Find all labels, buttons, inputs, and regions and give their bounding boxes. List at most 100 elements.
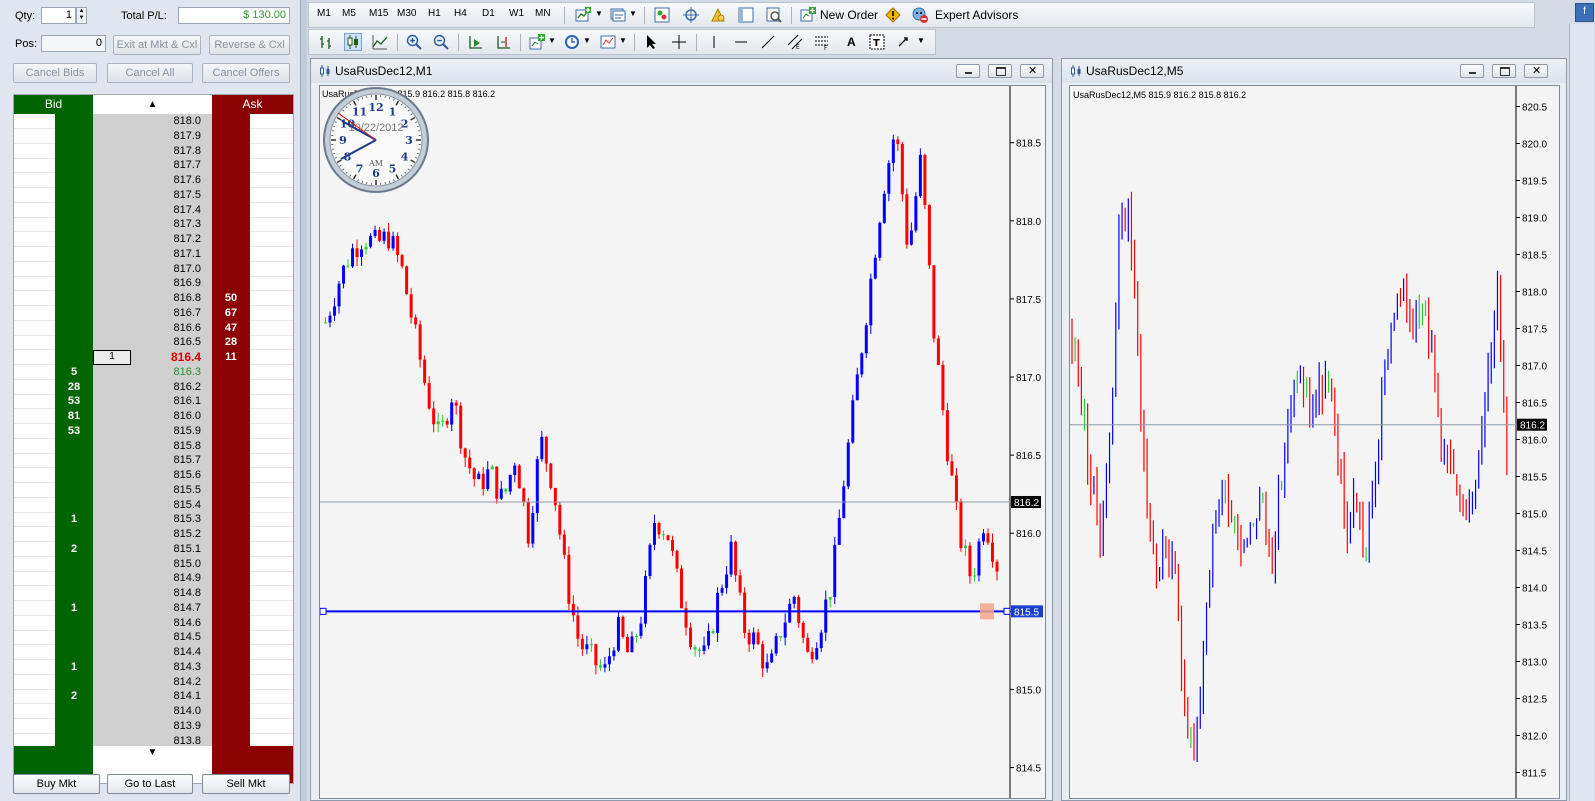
periods-icon[interactable] (564, 34, 580, 50)
ladder-row[interactable]: 814.9 (14, 571, 293, 587)
ask-size-cell[interactable] (212, 571, 250, 587)
warning-icon[interactable] (885, 7, 901, 23)
periods-dropdown-icon[interactable]: ▼ (583, 36, 591, 45)
profiles-dropdown-icon[interactable]: ▼ (629, 9, 637, 18)
bid-size-cell[interactable] (55, 202, 93, 218)
ask-size-cell[interactable] (212, 114, 250, 129)
indicators-dropdown-icon[interactable]: ▼ (548, 36, 556, 45)
ladder-row[interactable]: 816.5 28 (14, 335, 293, 351)
data-window-icon[interactable] (683, 7, 699, 23)
zoom-in-icon[interactable] (406, 34, 422, 50)
panel-splitter[interactable] (300, 0, 307, 801)
timeframe-h1[interactable]: H1 (428, 8, 441, 19)
candlestick-chart-icon[interactable] (344, 33, 362, 51)
ask-size-cell[interactable] (212, 438, 250, 454)
line-chart-icon[interactable] (372, 34, 388, 50)
ask-size-cell[interactable] (212, 128, 250, 144)
reverse-button[interactable]: Reverse & Cxl (209, 35, 290, 55)
indicators-icon[interactable] (529, 34, 545, 50)
ladder-row[interactable]: 817.2 (14, 232, 293, 247)
bid-size-cell[interactable] (55, 173, 93, 188)
qty-input[interactable]: 1 (41, 7, 76, 24)
ladder-row[interactable]: 1 814.3 (14, 659, 293, 675)
crosshair-icon[interactable] (671, 34, 687, 50)
ask-size-cell[interactable] (212, 733, 250, 749)
timeframe-m30[interactable]: M30 (397, 8, 417, 19)
bid-size-cell[interactable]: 1 (55, 512, 93, 528)
ladder-row[interactable]: 817.7 (14, 158, 293, 174)
ask-size-cell[interactable] (212, 276, 250, 292)
ask-size-cell[interactable]: 28 (212, 335, 250, 351)
bid-size-cell[interactable] (55, 320, 93, 336)
ladder-row[interactable]: 815.5 (14, 482, 293, 498)
bid-size-cell[interactable] (55, 350, 93, 365)
ladder-row[interactable]: 815.8 (14, 438, 293, 454)
ladder-row[interactable]: 815.2 (14, 527, 293, 542)
ask-size-cell[interactable]: 50 (212, 291, 250, 306)
close-icon[interactable]: ✕ (1020, 64, 1044, 78)
price-chart-m5[interactable]: 820.5 820.0 819.5 819.0 818.5 818.0 817.5 817.0… (1070, 86, 1559, 798)
bid-size-cell[interactable] (55, 586, 93, 601)
arrows-icon[interactable] (897, 34, 913, 50)
ladder-row[interactable]: 816.4 11 1 (14, 350, 293, 365)
facebook-icon[interactable]: f (1575, 3, 1594, 22)
ask-size-cell[interactable] (212, 423, 250, 439)
horizontal-line-icon[interactable] (733, 34, 749, 50)
bid-size-cell[interactable] (55, 291, 93, 306)
ask-size-cell[interactable] (212, 379, 250, 395)
chart-window-m1-titlebar[interactable]: UsaRusDec12,M1 ✕ (311, 59, 1052, 83)
bid-size-cell[interactable] (55, 453, 93, 469)
ask-size-cell[interactable]: 11 (212, 350, 250, 365)
bid-size-cell[interactable] (55, 438, 93, 454)
ladder-row[interactable]: 816.7 67 (14, 305, 293, 321)
bid-size-cell[interactable] (55, 276, 93, 292)
ladder-row[interactable]: 813.9 (14, 718, 293, 734)
ladder-row[interactable]: 815.6 (14, 468, 293, 483)
ask-size-cell[interactable] (212, 409, 250, 424)
new-order-button[interactable]: New Order (820, 8, 879, 22)
ladder-row[interactable]: 814.4 (14, 645, 293, 660)
ask-size-cell[interactable] (212, 187, 250, 203)
bid-size-cell[interactable] (55, 571, 93, 587)
new-chart-icon[interactable] (575, 7, 591, 23)
bid-size-cell[interactable] (55, 482, 93, 498)
bid-size-cell[interactable] (55, 630, 93, 646)
ladder-row[interactable]: 815.0 (14, 556, 293, 572)
ladder-row[interactable]: 814.2 (14, 674, 293, 690)
scroll-up-arrow-icon[interactable]: ▲ (93, 95, 212, 114)
minimize-icon[interactable] (956, 64, 980, 78)
bid-size-cell[interactable] (55, 704, 93, 719)
ladder-row[interactable]: 817.4 (14, 202, 293, 218)
ask-size-cell[interactable] (212, 394, 250, 410)
timeframe-m1[interactable]: M1 (317, 8, 331, 19)
ladder-row[interactable]: 5 816.3 (14, 364, 293, 380)
chart-area-m5[interactable]: 820.5 820.0 819.5 819.0 818.5 818.0 817.5 817.0… (1069, 85, 1560, 799)
bid-size-cell[interactable]: 28 (55, 379, 93, 395)
ask-size-cell[interactable] (212, 246, 250, 262)
ask-size-cell[interactable] (212, 158, 250, 174)
bid-size-cell[interactable]: 81 (55, 409, 93, 424)
ladder-row[interactable]: 817.0 (14, 261, 293, 277)
bid-size-cell[interactable]: 2 (55, 689, 93, 705)
bid-size-cell[interactable]: 53 (55, 394, 93, 410)
zoom-out-icon[interactable] (433, 34, 449, 50)
ask-size-cell[interactable] (212, 512, 250, 528)
auto-scroll-icon[interactable] (467, 34, 483, 50)
ask-size-cell[interactable] (212, 630, 250, 646)
ask-size-cell[interactable] (212, 482, 250, 498)
ladder-row[interactable]: 817.5 (14, 187, 293, 203)
ask-size-cell[interactable] (212, 527, 250, 542)
ask-size-cell[interactable]: 47 (212, 320, 250, 336)
ladder-row[interactable]: 815.7 (14, 453, 293, 469)
timeframe-h4[interactable]: H4 (454, 8, 467, 19)
ladder-row[interactable]: 817.1 (14, 246, 293, 262)
profiles-icon[interactable] (610, 7, 626, 23)
bid-size-cell[interactable] (55, 217, 93, 233)
templates-icon[interactable] (600, 34, 616, 50)
bar-chart-icon[interactable] (318, 34, 334, 50)
ask-size-cell[interactable] (212, 364, 250, 380)
ask-size-cell[interactable] (212, 217, 250, 233)
ask-size-cell[interactable] (212, 586, 250, 601)
bid-size-cell[interactable] (55, 556, 93, 572)
equidistant-channel-icon[interactable]: E (787, 34, 803, 50)
